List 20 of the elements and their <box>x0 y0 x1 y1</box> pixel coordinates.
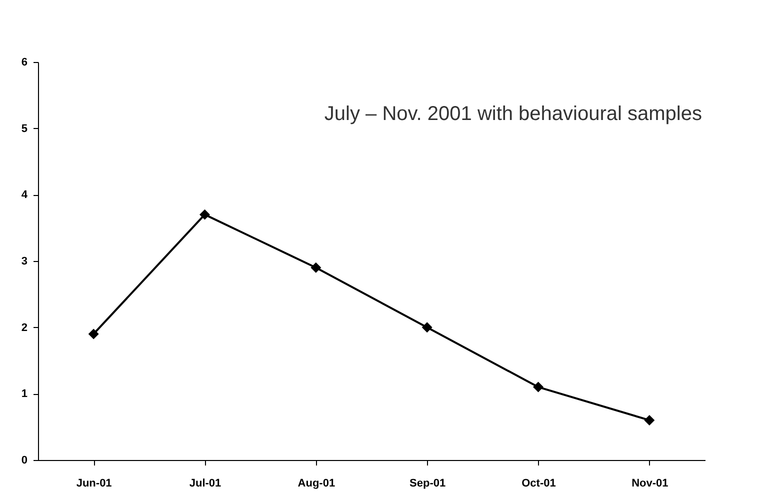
x-tick-label: Oct-01 <box>522 478 556 490</box>
x-tick-label: Jul-01 <box>189 478 222 490</box>
x-tick-label: Jun-01 <box>76 478 112 490</box>
y-tick-label: 1 <box>21 388 28 400</box>
point <box>644 414 655 426</box>
point <box>310 262 322 273</box>
x-tick-label: Aug-01 <box>298 478 336 490</box>
point <box>200 209 210 220</box>
x-tick-label: Nov-01 <box>632 478 668 490</box>
y-tick-label: 0 <box>21 454 28 466</box>
y-tick-label: 2 <box>21 322 28 334</box>
y-tick-label: 3 <box>21 256 28 268</box>
x-tick-label: Sep-01 <box>410 478 446 490</box>
point <box>88 328 99 340</box>
y-tick-label: 6 <box>21 56 28 68</box>
y-tick-label: 5 <box>21 122 28 135</box>
y-tick-label: 4 <box>21 189 28 202</box>
annotation: July – Nov. 2001 with behavioural samples <box>324 103 702 125</box>
point <box>533 382 544 392</box>
point <box>422 322 432 333</box>
